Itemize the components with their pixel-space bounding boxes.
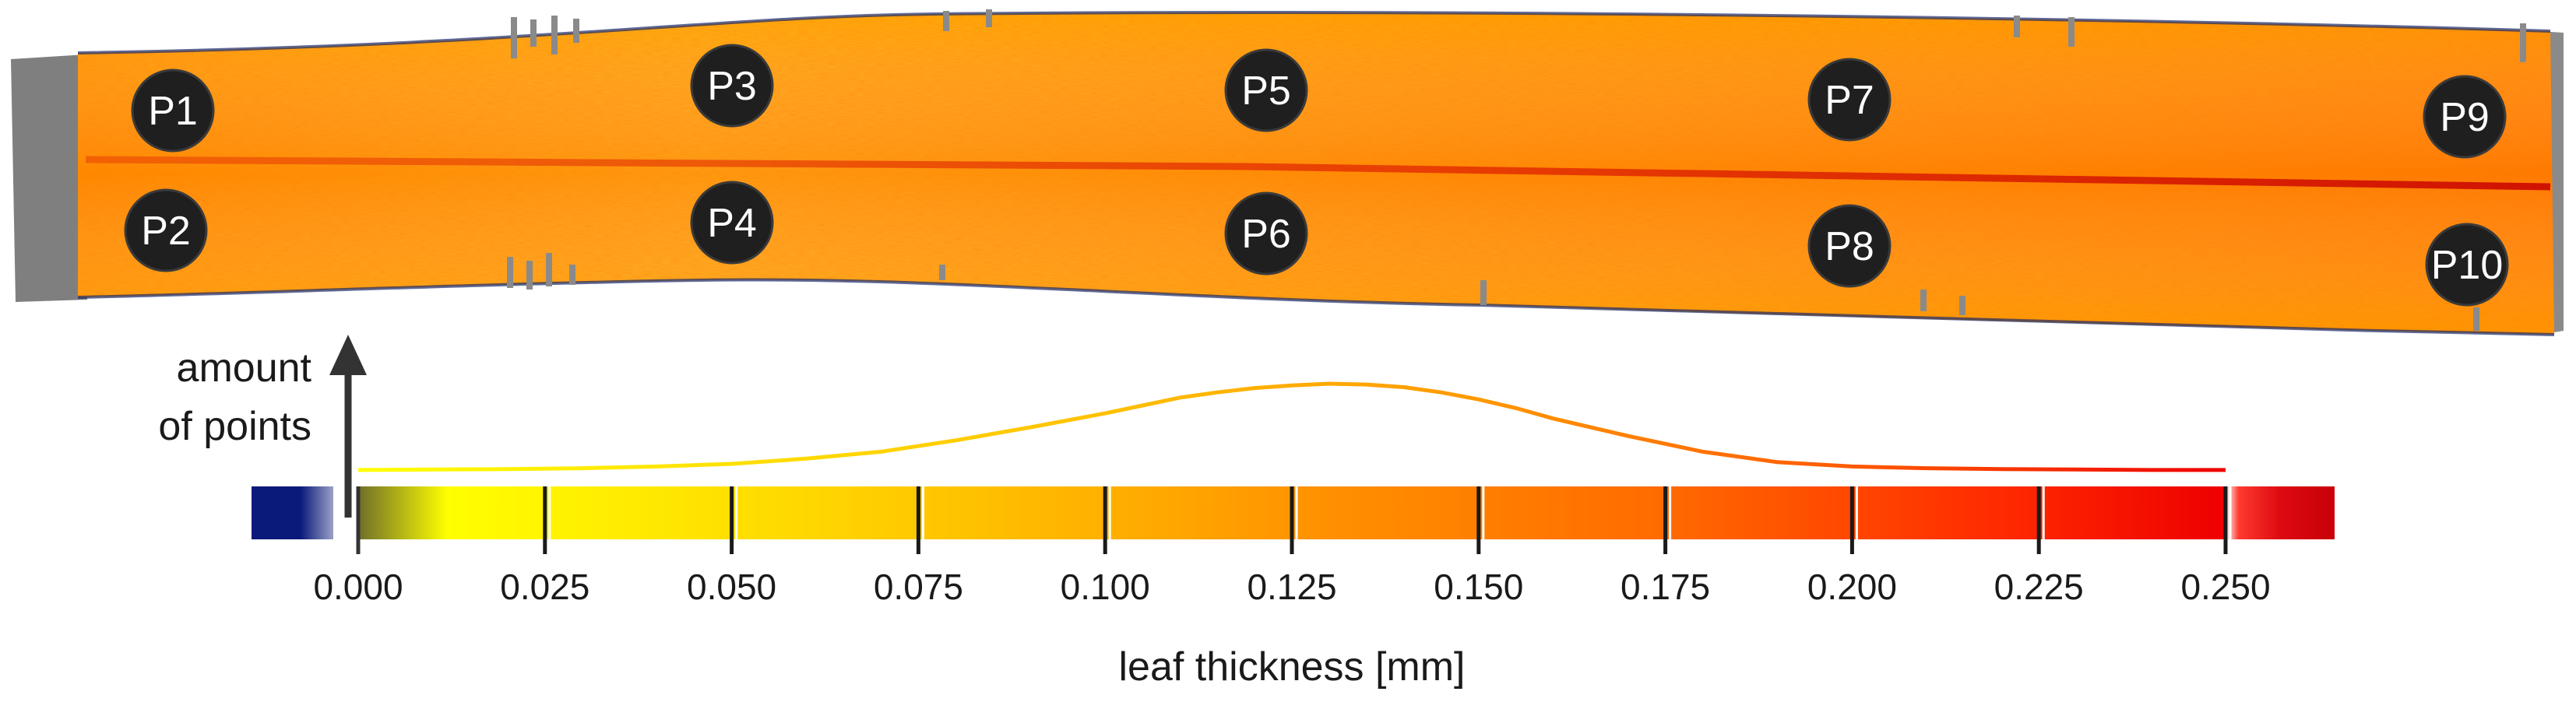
sample-marker-p8: P8 (1807, 204, 1892, 288)
x-tick-label: 0.175 (1621, 567, 1710, 607)
x-tick-label: 0.250 (2180, 567, 2270, 607)
x-tick-label: 0.125 (1247, 567, 1336, 607)
sample-marker-p3: P3 (690, 44, 774, 128)
sample-marker-p4: P4 (690, 181, 774, 265)
sample-marker-circle (124, 188, 208, 272)
sample-marker-label: P1 (148, 89, 198, 134)
sample-marker-circle (1807, 204, 1892, 288)
sample-marker-label: P4 (707, 201, 757, 246)
sample-marker-circle (1807, 58, 1892, 142)
colorbar-ticks: 0.000 0.025 0.050 0.075 0.100 0.125 0.150 0.175… (313, 486, 2271, 607)
sample-marker-circle (2423, 75, 2507, 159)
sample-marker-p7: P7 (1807, 58, 1892, 142)
sample-marker-circle (2425, 223, 2509, 307)
x-tick-label: 0.150 (1434, 567, 1523, 607)
leaf-edge-artifacts (507, 9, 2526, 331)
colorbar-below-range (252, 486, 333, 539)
sample-marker-label: P2 (141, 209, 191, 254)
leaf-edge-top (77, 11, 2551, 54)
x-tick-label: 0.050 (687, 567, 776, 607)
leaf-map: P1 P2 P3 P4 P5 P6 P7 P8 P9 P10 (11, 9, 2564, 336)
x-tick-label: 0.100 (1061, 567, 1150, 607)
x-tick-label: 0.075 (874, 567, 963, 607)
x-tick-label: 0.225 (1994, 567, 2084, 607)
thickness-histogram (357, 381, 2226, 472)
sample-marker-circle (1224, 191, 1308, 276)
sample-marker-p1: P1 (131, 68, 215, 153)
y-axis-label-line2: of points (158, 404, 311, 449)
sample-marker-label: P3 (707, 64, 757, 109)
histogram-series-line (357, 381, 2226, 472)
sample-marker-p6: P6 (1224, 191, 1308, 276)
x-tick-label: 0.025 (500, 567, 589, 607)
sample-marker-circle (690, 181, 774, 265)
y-axis-arrow (329, 335, 367, 518)
sample-marker-circle (690, 44, 774, 128)
sample-marker-label: P6 (1241, 212, 1291, 257)
sample-marker-circle (1224, 48, 1308, 132)
leaf-edge-bottom (77, 278, 2555, 336)
leaf-stub-left (11, 54, 87, 302)
x-tick-label: 0.000 (313, 567, 403, 607)
sample-marker-label: P5 (1241, 68, 1291, 114)
sample-marker-p2: P2 (124, 188, 208, 272)
y-axis-label-line1: amount (177, 346, 312, 391)
colorbar-above-range (2226, 486, 2335, 539)
sample-marker-circle (131, 68, 215, 153)
sample-marker-label: P9 (2440, 95, 2490, 140)
leaf-midvein (85, 156, 2551, 191)
leaf-sample-markers: P1 P2 P3 P4 P5 P6 P7 P8 P9 P10 (124, 44, 2509, 307)
x-tick-label: 0.200 (1807, 567, 1897, 607)
sample-marker-p10: P10 (2425, 223, 2509, 307)
x-axis-label: leaf thickness [mm] (1118, 644, 1465, 690)
sample-marker-label: P8 (1825, 224, 1874, 269)
sample-marker-p9: P9 (2423, 75, 2507, 159)
sample-marker-label: P10 (2431, 243, 2504, 288)
sample-marker-label: P7 (1825, 78, 1874, 123)
sample-marker-p5: P5 (1224, 48, 1308, 132)
